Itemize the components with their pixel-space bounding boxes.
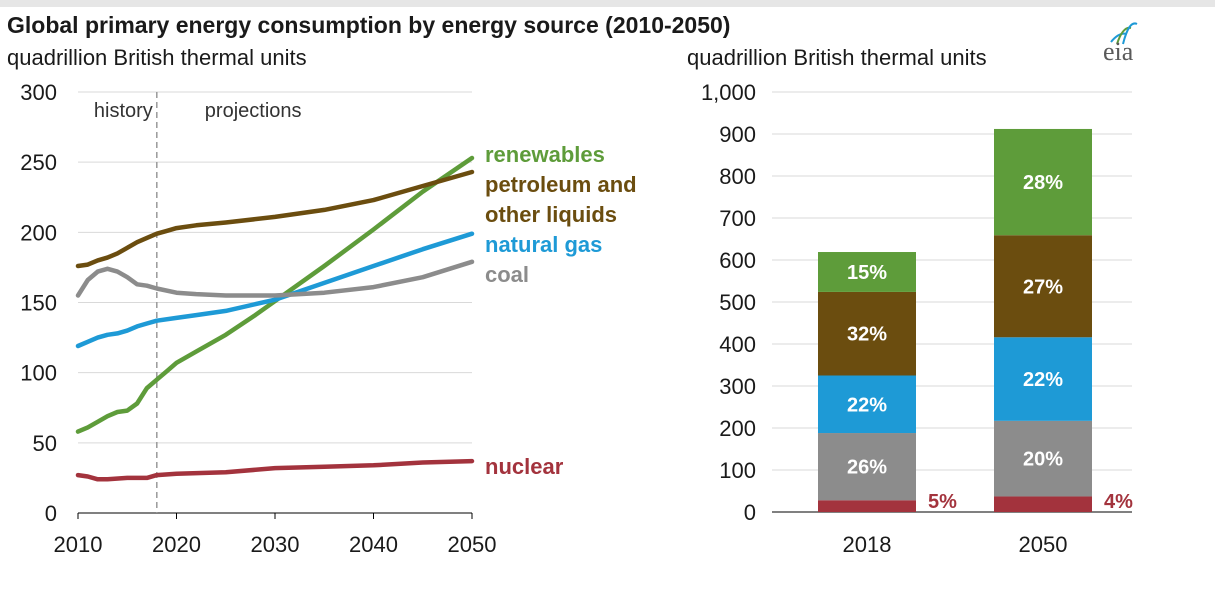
projections-label: projections: [205, 100, 302, 122]
right-unit-label: quadrillion British thermal units: [687, 45, 987, 70]
x-tick-label: 2018: [843, 532, 892, 557]
series-label: petroleum and: [485, 172, 637, 197]
svg-text:eia: eia: [1103, 37, 1134, 66]
bar-percent-label: 22%: [847, 394, 887, 416]
y-tick-label: 150: [20, 291, 57, 316]
bar-segment-renewables: [818, 252, 916, 292]
bar-percent-label: 5%: [928, 491, 957, 513]
y-tick-label: 0: [45, 501, 57, 526]
series-line-nuclear: [75, 458, 475, 482]
y-tick-label: 900: [719, 122, 756, 147]
history-label: history: [94, 100, 153, 122]
eia-logo-icon: eia: [1103, 22, 1138, 66]
bar-percent-label: 32%: [847, 324, 887, 346]
series-label: renewables: [485, 142, 605, 167]
bar-segment-nuclear: [818, 500, 916, 512]
y-tick-label: 0: [744, 500, 756, 525]
series-label: coal: [485, 262, 529, 287]
y-tick-label: 250: [20, 150, 57, 175]
x-tick-label: 2030: [251, 532, 300, 557]
y-tick-label: 300: [719, 374, 756, 399]
y-tick-label: 600: [719, 248, 756, 273]
y-tick-label: 800: [719, 164, 756, 189]
bar-segment-petroleum-and-other-liquids: [994, 235, 1092, 338]
x-tick-label: 2020: [152, 532, 201, 557]
series-line-renewables: [75, 155, 475, 434]
bar-segment-natural-gas: [994, 337, 1092, 421]
y-tick-label: 50: [33, 431, 57, 456]
bar-percent-label: 20%: [1023, 449, 1063, 471]
top-border: [0, 0, 1215, 7]
series-line-coal: [75, 259, 475, 298]
bar-percent-label: 26%: [847, 457, 887, 479]
bar-segment-renewables: [994, 128, 1092, 236]
y-tick-label: 200: [719, 416, 756, 441]
bar-percent-label: 27%: [1023, 276, 1063, 298]
y-tick-label: 400: [719, 332, 756, 357]
bar-percent-label: 22%: [1023, 369, 1063, 391]
y-tick-label: 300: [20, 80, 57, 105]
y-tick-label: 100: [20, 361, 57, 386]
bar-segment-petroleum-and-other-liquids: [818, 291, 916, 376]
bar-segment-coal: [818, 433, 916, 501]
series-label: nuclear: [485, 454, 564, 479]
left-unit-label: quadrillion British thermal units: [7, 45, 307, 70]
y-tick-label: 100: [719, 458, 756, 483]
x-tick-label: 2050: [1019, 532, 1068, 557]
series-label: other liquids: [485, 202, 617, 227]
y-tick-label: 1,000: [701, 80, 756, 105]
bar-segment-nuclear: [994, 496, 1092, 512]
series-label: natural gas: [485, 232, 602, 257]
y-tick-label: 200: [20, 220, 57, 245]
y-tick-label: 700: [719, 206, 756, 231]
bar-segment-coal: [994, 420, 1092, 497]
x-tick-label: 2040: [349, 532, 398, 557]
bar-percent-label: 28%: [1023, 172, 1063, 194]
series-line-natural-gas: [75, 231, 475, 349]
chart-title: Global primary energy consumption by ene…: [7, 12, 731, 38]
y-tick-label: 500: [719, 290, 756, 315]
series-line-petroleum-and-other-liquids: [75, 169, 475, 269]
bar-percent-label: 15%: [847, 262, 887, 284]
x-tick-label: 2050: [448, 532, 497, 557]
bar-percent-label: 4%: [1104, 491, 1133, 513]
x-tick-label: 2010: [54, 532, 103, 557]
bar-segment-natural-gas: [818, 375, 916, 434]
